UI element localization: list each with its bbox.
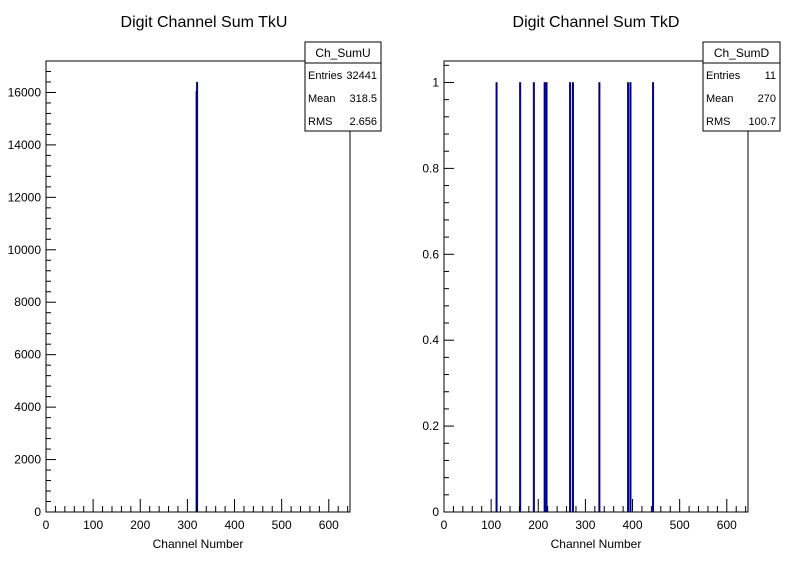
histogram-bar — [196, 81, 199, 513]
stats-label: RMS — [308, 116, 332, 128]
x-tick-label: 0 — [43, 518, 50, 532]
histogram-bar — [627, 82, 630, 513]
y-tick-label: 0.2 — [422, 419, 439, 433]
x-tick-label: 100 — [83, 518, 103, 532]
histogram-panel-tku: Digit Channel Sum TkU 0 100 200 300 400 500 600… — [8, 14, 382, 551]
y-tick-label: 0.8 — [422, 161, 439, 175]
stats-value: 32441 — [346, 70, 377, 82]
stats-value: 2.656 — [349, 116, 377, 128]
histogram-bar — [543, 82, 546, 513]
stats-label: Mean — [706, 93, 734, 105]
y-tick-label: 2000 — [14, 453, 41, 467]
x-tick-label: 100 — [481, 518, 501, 532]
x-axis-label: Channel Number — [153, 537, 244, 551]
stats-label: Entries — [308, 70, 343, 82]
chart-title: Digit Channel Sum TkU — [121, 14, 288, 31]
histogram-bar — [652, 82, 655, 513]
histogram-bar — [545, 82, 548, 513]
x-tick-label: 600 — [717, 518, 737, 532]
stats-box-title: Ch_SumD — [714, 46, 770, 60]
stats-box — [702, 41, 781, 132]
x-tick-label: 300 — [177, 518, 197, 532]
x-tick-label: 500 — [272, 518, 292, 532]
stats-value: 318.5 — [349, 93, 377, 105]
y-tick-label: 16000 — [8, 85, 42, 99]
histogram-bar — [495, 82, 498, 513]
y-tick-label: 12000 — [8, 190, 42, 204]
stats-value: 270 — [758, 93, 776, 105]
x-tick-label: 400 — [623, 518, 643, 532]
plot-frame — [45, 60, 351, 513]
x-axis-label: Channel Number — [551, 537, 642, 551]
stats-label: Mean — [308, 93, 336, 105]
y-tick-label: 0.6 — [422, 247, 439, 261]
x-tick-label: 200 — [130, 518, 150, 532]
stats-box — [304, 41, 382, 132]
histogram-bar — [571, 82, 574, 513]
stats-value: 100.7 — [748, 116, 776, 128]
histogram-bar — [598, 82, 601, 513]
y-tick-label: 14000 — [8, 138, 42, 152]
x-tick-label: 500 — [670, 518, 690, 532]
y-tick-label: 0 — [432, 505, 439, 519]
histogram-bar — [629, 82, 632, 513]
y-tick-label: 10000 — [8, 243, 42, 257]
x-tick-label: 600 — [319, 518, 339, 532]
chart-title: Digit Channel Sum TkD — [513, 14, 680, 31]
y-tick-label: 1 — [432, 75, 439, 89]
stats-box-title: Ch_SumU — [315, 46, 370, 60]
y-tick-label: 6000 — [14, 348, 41, 362]
x-tick-label: 300 — [575, 518, 595, 532]
stats-value: 11 — [765, 70, 776, 82]
y-tick-label: 4000 — [14, 400, 41, 414]
histogram-bar — [519, 82, 522, 513]
y-tick-label: 0.4 — [422, 333, 439, 347]
y-tick-label: 0 — [34, 505, 41, 519]
x-tick-label: 0 — [441, 518, 448, 532]
plot-frame — [443, 60, 749, 513]
stats-label: RMS — [706, 116, 730, 128]
histogram-bar — [569, 82, 572, 513]
histogram-bar — [532, 82, 535, 513]
stats-label: Entries — [706, 70, 741, 82]
histogram-panel-tkd: Digit Channel Sum TkD 0 100 200 300 400 500 600… — [422, 14, 781, 551]
x-tick-label: 200 — [528, 518, 548, 532]
x-tick-label: 400 — [225, 518, 245, 532]
y-tick-label: 8000 — [14, 295, 41, 309]
